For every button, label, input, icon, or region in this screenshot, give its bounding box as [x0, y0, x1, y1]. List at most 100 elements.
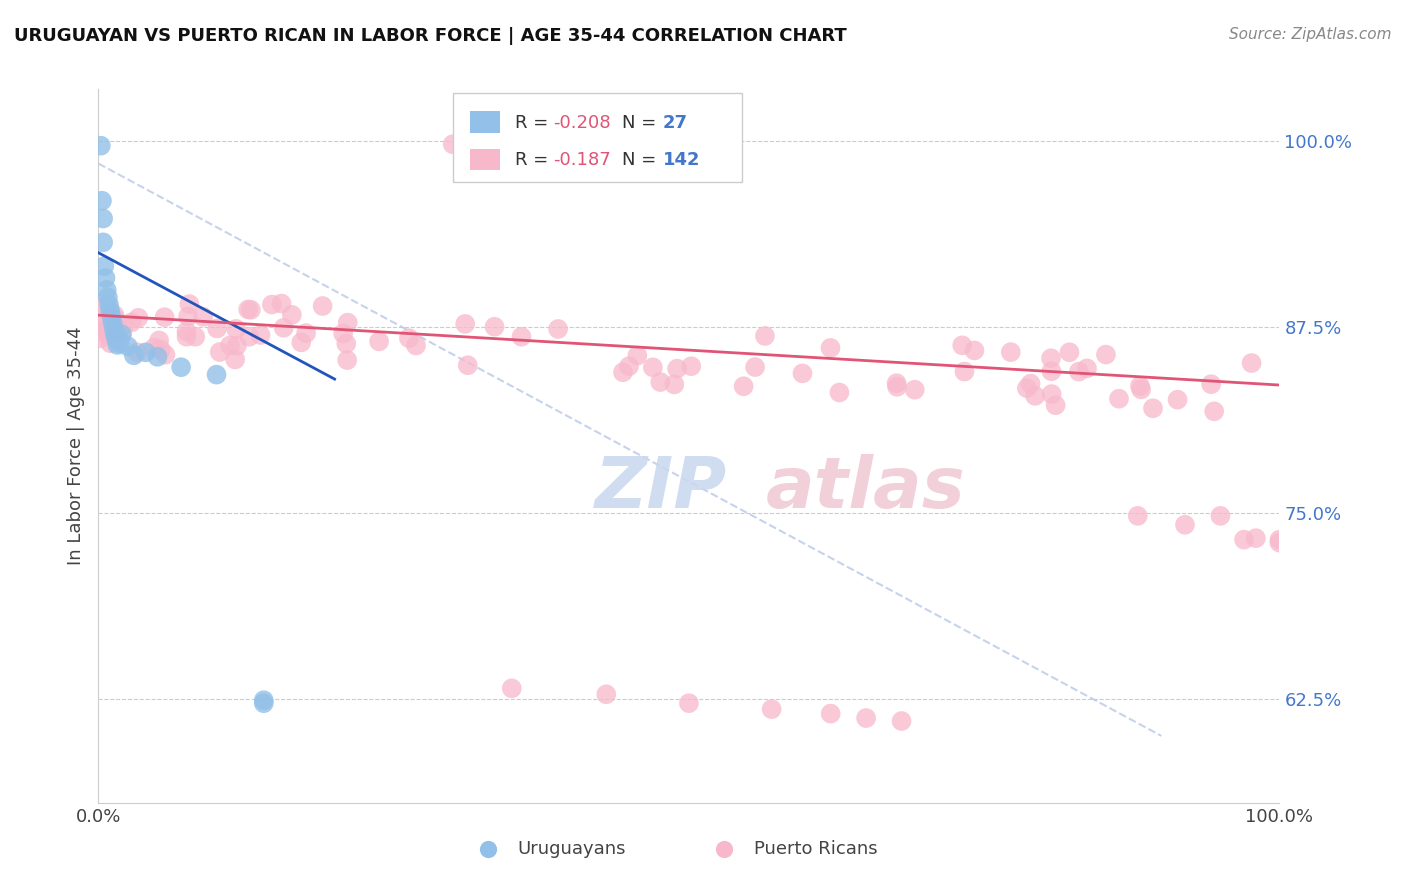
- Point: [94, 318, 117, 333]
- Point: [1108, 392, 1130, 406]
- Point: [332, 326, 354, 341]
- Point: [184, 330, 207, 344]
- Point: [219, 338, 242, 352]
- Point: [121, 315, 143, 329]
- Point: [664, 377, 686, 392]
- Point: [1040, 387, 1063, 401]
- Point: [595, 687, 617, 701]
- Point: [666, 361, 689, 376]
- Point: [176, 329, 198, 343]
- Point: [1126, 508, 1149, 523]
- Point: [457, 358, 479, 372]
- Point: [117, 339, 139, 353]
- Point: [127, 310, 149, 325]
- Point: [146, 350, 169, 364]
- FancyBboxPatch shape: [453, 93, 742, 182]
- Point: [1244, 531, 1267, 545]
- Point: [963, 343, 986, 358]
- Point: [886, 380, 908, 394]
- Point: [108, 336, 131, 351]
- Point: [290, 335, 312, 350]
- Point: [1209, 508, 1232, 523]
- Point: [236, 302, 259, 317]
- Point: [904, 383, 927, 397]
- Point: [98, 298, 121, 312]
- Point: [1067, 365, 1090, 379]
- Point: [336, 316, 359, 330]
- Point: [143, 341, 166, 355]
- Point: [191, 310, 214, 324]
- Point: [94, 271, 117, 285]
- Point: [650, 375, 672, 389]
- Point: [105, 338, 128, 352]
- Point: [855, 711, 877, 725]
- Point: [886, 376, 908, 391]
- Point: [91, 235, 114, 250]
- Point: [153, 310, 176, 325]
- Y-axis label: In Labor Force | Age 35-44: In Labor Force | Age 35-44: [66, 326, 84, 566]
- Point: [155, 348, 177, 362]
- Point: [820, 341, 842, 355]
- Text: R =: R =: [516, 113, 554, 132]
- Point: [295, 326, 318, 340]
- Point: [744, 359, 766, 374]
- Point: [1040, 351, 1063, 366]
- Point: [950, 338, 973, 352]
- Point: [1167, 392, 1189, 407]
- Point: [754, 329, 776, 343]
- Point: [335, 336, 357, 351]
- Point: [135, 345, 157, 359]
- Text: URUGUAYAN VS PUERTO RICAN IN LABOR FORCE | AGE 35-44 CORRELATION CHART: URUGUAYAN VS PUERTO RICAN IN LABOR FORCE…: [14, 27, 846, 45]
- Point: [510, 330, 533, 344]
- Point: [148, 334, 170, 348]
- Point: [239, 302, 262, 317]
- Point: [641, 360, 664, 375]
- Point: [170, 360, 193, 375]
- Text: 142: 142: [664, 152, 700, 169]
- Point: [792, 367, 814, 381]
- Text: 27: 27: [664, 113, 688, 132]
- Text: -0.187: -0.187: [553, 152, 610, 169]
- Point: [112, 318, 135, 333]
- Point: [273, 320, 295, 334]
- Point: [253, 693, 276, 707]
- Point: [626, 349, 648, 363]
- Point: [111, 327, 134, 342]
- Point: [205, 368, 228, 382]
- Point: [96, 283, 118, 297]
- Point: [1076, 361, 1098, 376]
- Point: [94, 300, 117, 314]
- Point: [96, 324, 118, 338]
- Point: [1240, 356, 1263, 370]
- Point: [91, 194, 114, 208]
- Point: [612, 365, 634, 379]
- Point: [1130, 383, 1153, 397]
- Point: [1019, 376, 1042, 391]
- Text: ZIP: ZIP: [595, 454, 727, 524]
- Point: [1268, 533, 1291, 547]
- Point: [238, 330, 260, 344]
- Point: [97, 290, 120, 304]
- Point: [547, 322, 569, 336]
- Point: [90, 138, 112, 153]
- Point: [441, 137, 464, 152]
- Text: N =: N =: [621, 152, 662, 169]
- Point: [1142, 401, 1164, 416]
- Point: [678, 696, 700, 710]
- Point: [89, 331, 111, 345]
- Point: [281, 308, 304, 322]
- Point: [89, 325, 111, 339]
- Point: [98, 309, 121, 323]
- Point: [177, 310, 200, 324]
- Point: [104, 327, 127, 342]
- Point: [336, 353, 359, 368]
- Point: [484, 319, 506, 334]
- Point: [122, 348, 145, 362]
- Point: [249, 328, 271, 343]
- Point: [104, 312, 127, 326]
- Point: [103, 321, 125, 335]
- Point: [828, 385, 851, 400]
- Point: [176, 324, 198, 338]
- Point: [733, 379, 755, 393]
- Point: [105, 322, 128, 336]
